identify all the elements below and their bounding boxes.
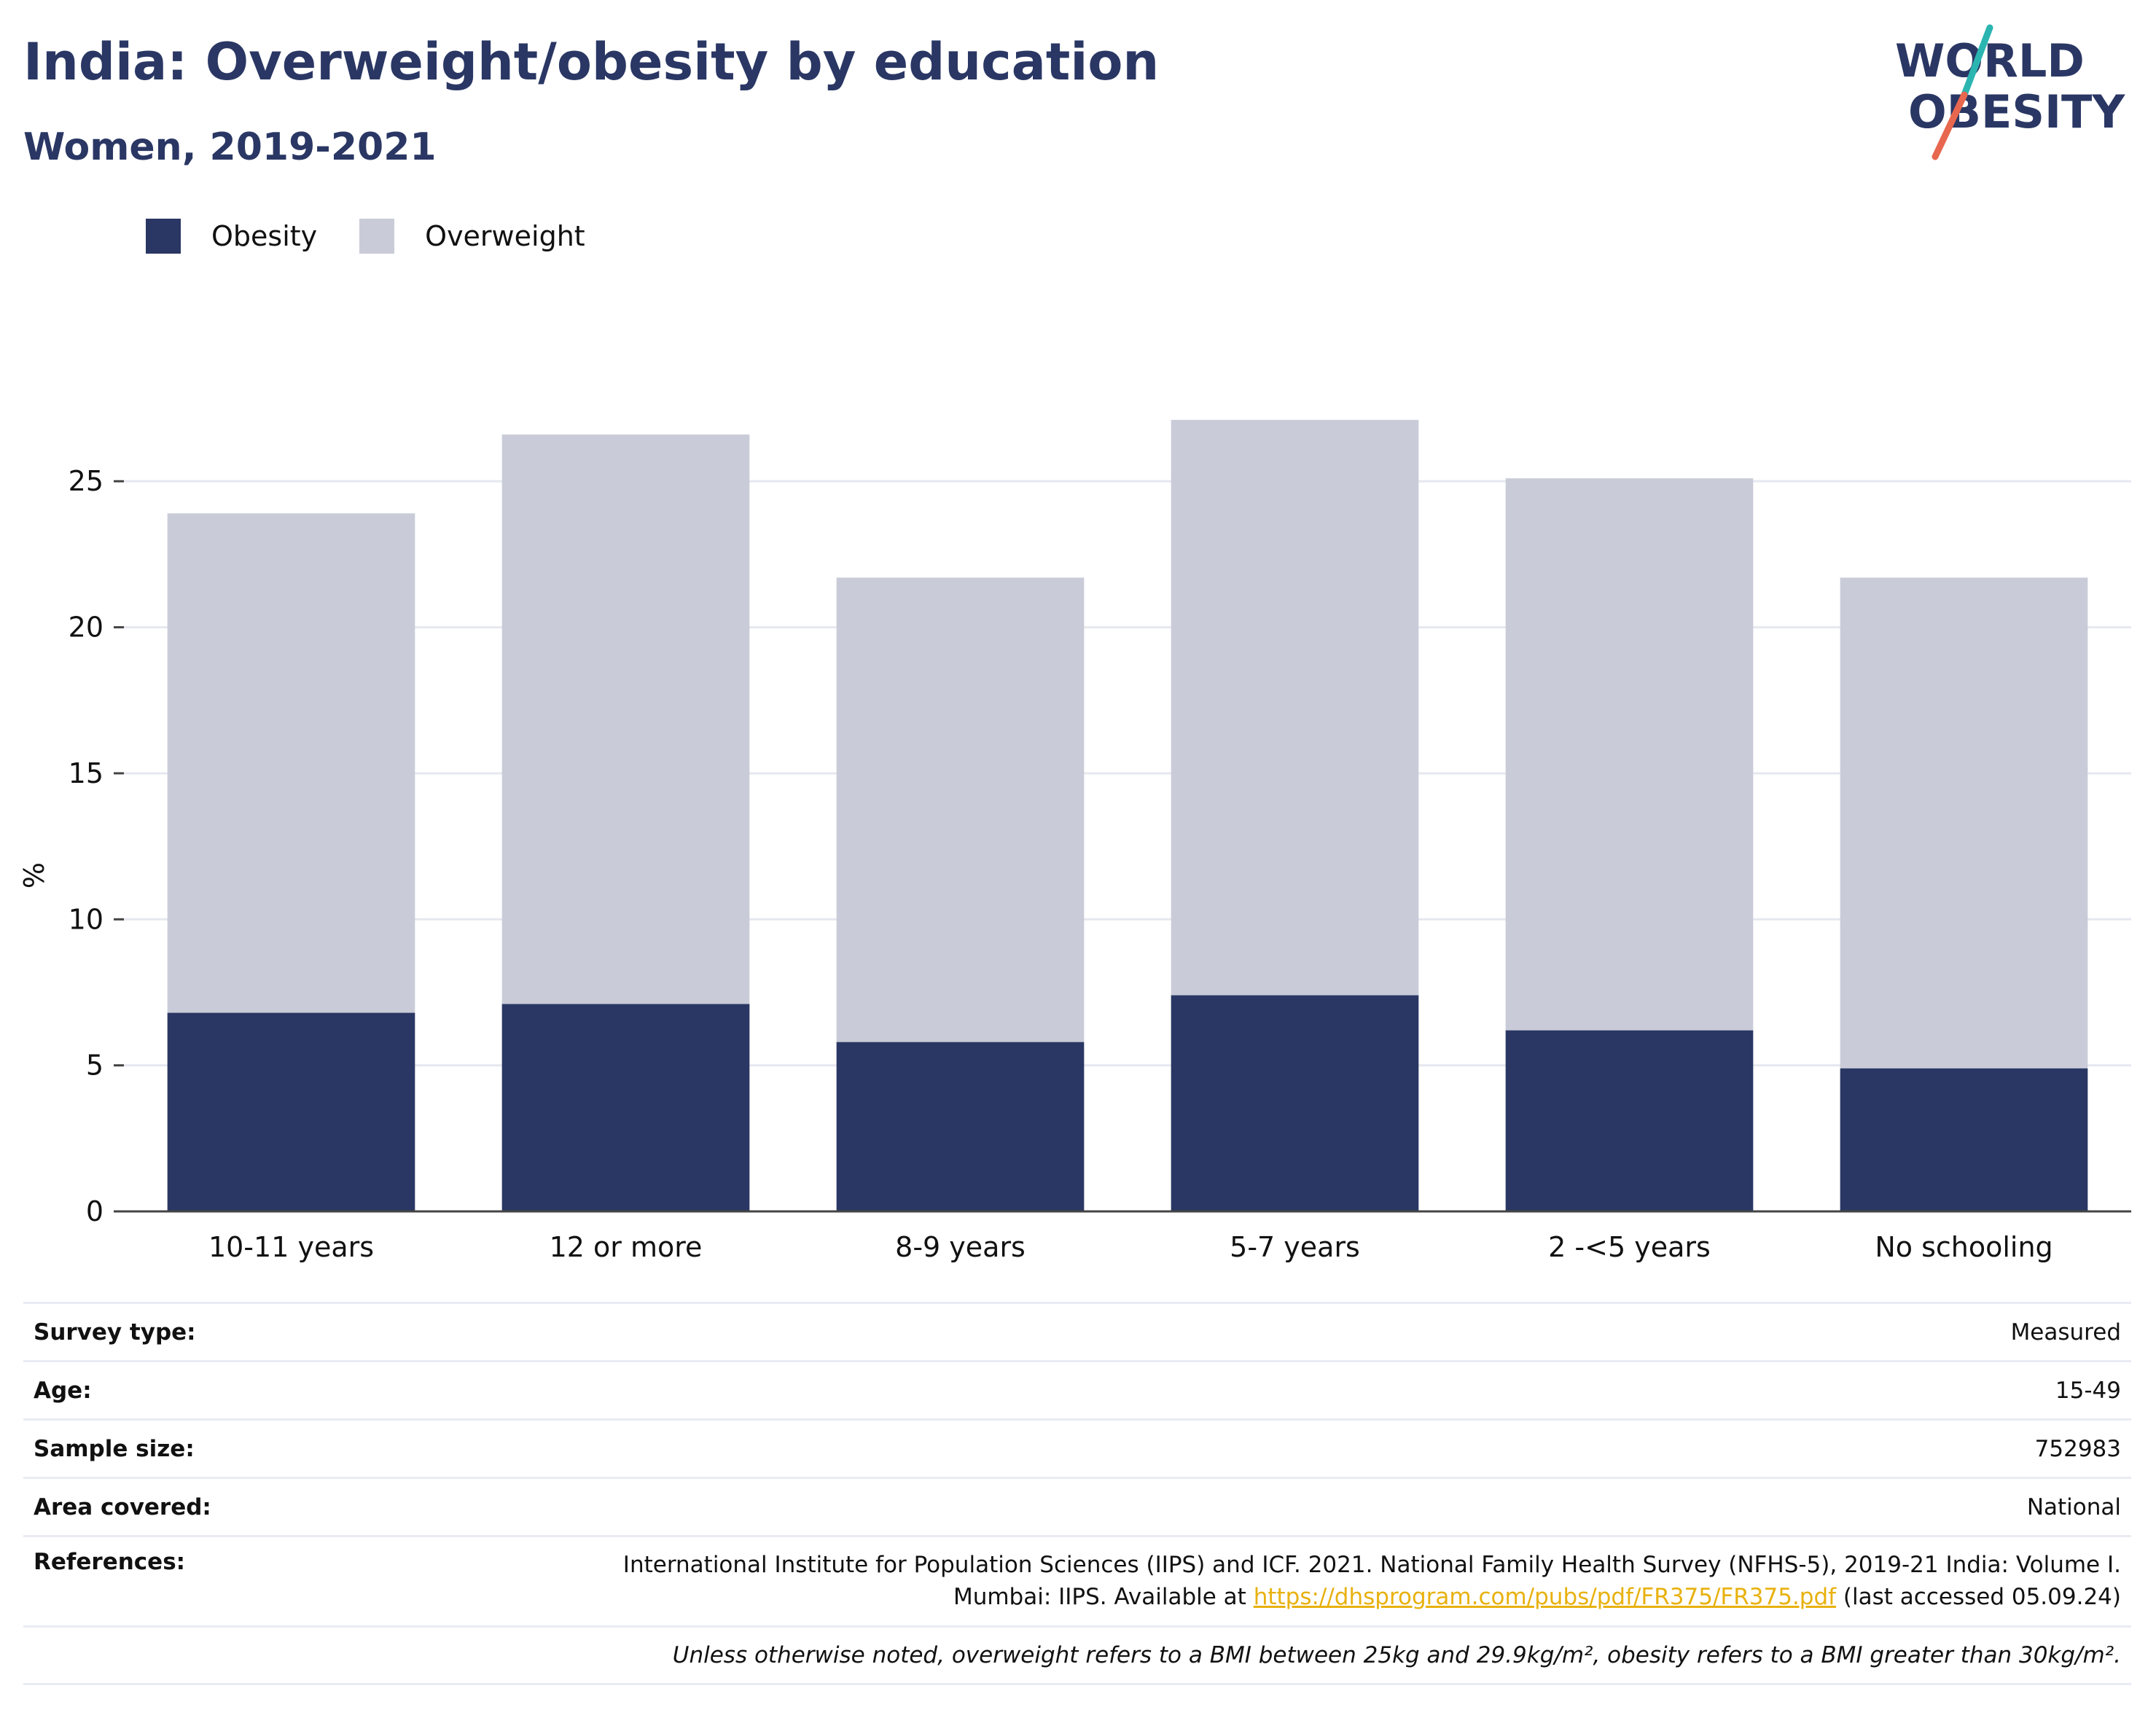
x-category-label: 8-9 years	[895, 1231, 1026, 1263]
area-covered-value: National	[2026, 1493, 2121, 1520]
bar-obesity-6	[1840, 1068, 2088, 1211]
y-tick-label: 10	[69, 903, 103, 935]
legend-label-overweight: Overweight	[425, 220, 585, 252]
y-axis-title: %	[18, 862, 50, 889]
bar-obesity-3	[836, 1042, 1085, 1211]
references-link[interactable]: https://dhsprogram.com/pubs/pdf/FR375/FR…	[1253, 1584, 1837, 1610]
legend-swatch-obesity	[146, 219, 181, 254]
bar-overweight-4	[1171, 420, 1419, 996]
logo-slash-top	[1961, 24, 1993, 98]
gridlines	[124, 480, 2131, 1067]
survey-type-key: Survey type:	[34, 1319, 196, 1346]
legend-label-obesity: Obesity	[211, 220, 318, 252]
meta-row-references: References: International Institute for …	[23, 1535, 2131, 1625]
sample-size-key: Sample size:	[34, 1435, 195, 1462]
y-tick-label: 5	[86, 1050, 103, 1082]
legend-swatch-overweight	[359, 219, 395, 254]
meta-row-age: Age: 15-49	[23, 1360, 2131, 1418]
bar-overweight-3	[836, 577, 1085, 1042]
legend-item-overweight: Overweight	[359, 219, 585, 254]
bar-obesity-5	[1505, 1030, 1754, 1211]
bar-obesity-1	[167, 1012, 415, 1211]
x-category-label: 12 or more	[550, 1231, 703, 1263]
bar-chart: 0 5 10 15 20 25 10-11 years 12 or more 8-9 years…	[18, 420, 2131, 1263]
meta-row-sample-size: Sample size: 752983	[23, 1418, 2131, 1477]
chart-title: India: Overweight/obesity by education	[23, 32, 1160, 92]
logo-slash-bottom	[1932, 91, 1968, 160]
age-key: Age:	[34, 1377, 92, 1404]
logo-word-world: WORLD	[1895, 34, 2085, 87]
legend-item-obesity: Obesity	[146, 219, 317, 254]
bmi-definition-note: Unless otherwise noted, overweight refer…	[672, 1642, 2121, 1668]
y-tick-label: 25	[69, 465, 103, 497]
y-tick-label: 20	[69, 612, 103, 644]
references-value: International Institute for Population S…	[623, 1549, 2121, 1613]
x-category-label: 5-7 years	[1230, 1231, 1360, 1263]
references-line-2: Mumbai: IIPS. Available at https://dhspr…	[623, 1581, 2121, 1613]
x-category-label: 2 -<5 years	[1548, 1231, 1711, 1263]
bar-obesity-2	[501, 1004, 750, 1211]
axes: 0 5 10 15 20 25 10-11 years 12 or more 8-9 years…	[69, 465, 2131, 1263]
meta-row-note: Unless otherwise noted, overweight refer…	[23, 1625, 2131, 1685]
references-line-1: International Institute for Population S…	[622, 1552, 2121, 1578]
meta-row-area: Area covered: National	[23, 1477, 2131, 1535]
survey-metadata-table: Survey type: Measured Age: 15-49 Sample …	[23, 1302, 2131, 1685]
bar-overweight-1	[167, 513, 415, 1013]
chart-legend: Obesity Overweight	[146, 216, 628, 257]
meta-row-survey-type: Survey type: Measured	[23, 1302, 2131, 1360]
y-tick-label: 0	[86, 1195, 103, 1227]
chart-subtitle: Women, 2019-2021	[23, 125, 437, 169]
x-category-label: No schooling	[1875, 1231, 2053, 1263]
bar-overweight-2	[501, 434, 750, 1004]
sample-size-value: 752983	[2034, 1435, 2121, 1462]
world-obesity-logo: WORLD OBESITY	[1895, 24, 2125, 160]
bars	[167, 420, 2088, 1211]
y-tick-label: 15	[69, 757, 103, 789]
bar-overweight-5	[1505, 478, 1754, 1031]
survey-type-value: Measured	[2010, 1319, 2121, 1346]
references-key: References:	[34, 1549, 186, 1575]
area-covered-key: Area covered:	[34, 1493, 211, 1520]
x-category-label: 10-11 years	[208, 1231, 374, 1263]
age-value: 15-49	[2055, 1377, 2121, 1404]
bar-obesity-4	[1171, 995, 1419, 1211]
references-prefix: Mumbai: IIPS. Available at	[953, 1584, 1254, 1610]
bar-overweight-6	[1840, 577, 2088, 1069]
references-suffix: (last accessed 05.09.24)	[1836, 1584, 2121, 1610]
